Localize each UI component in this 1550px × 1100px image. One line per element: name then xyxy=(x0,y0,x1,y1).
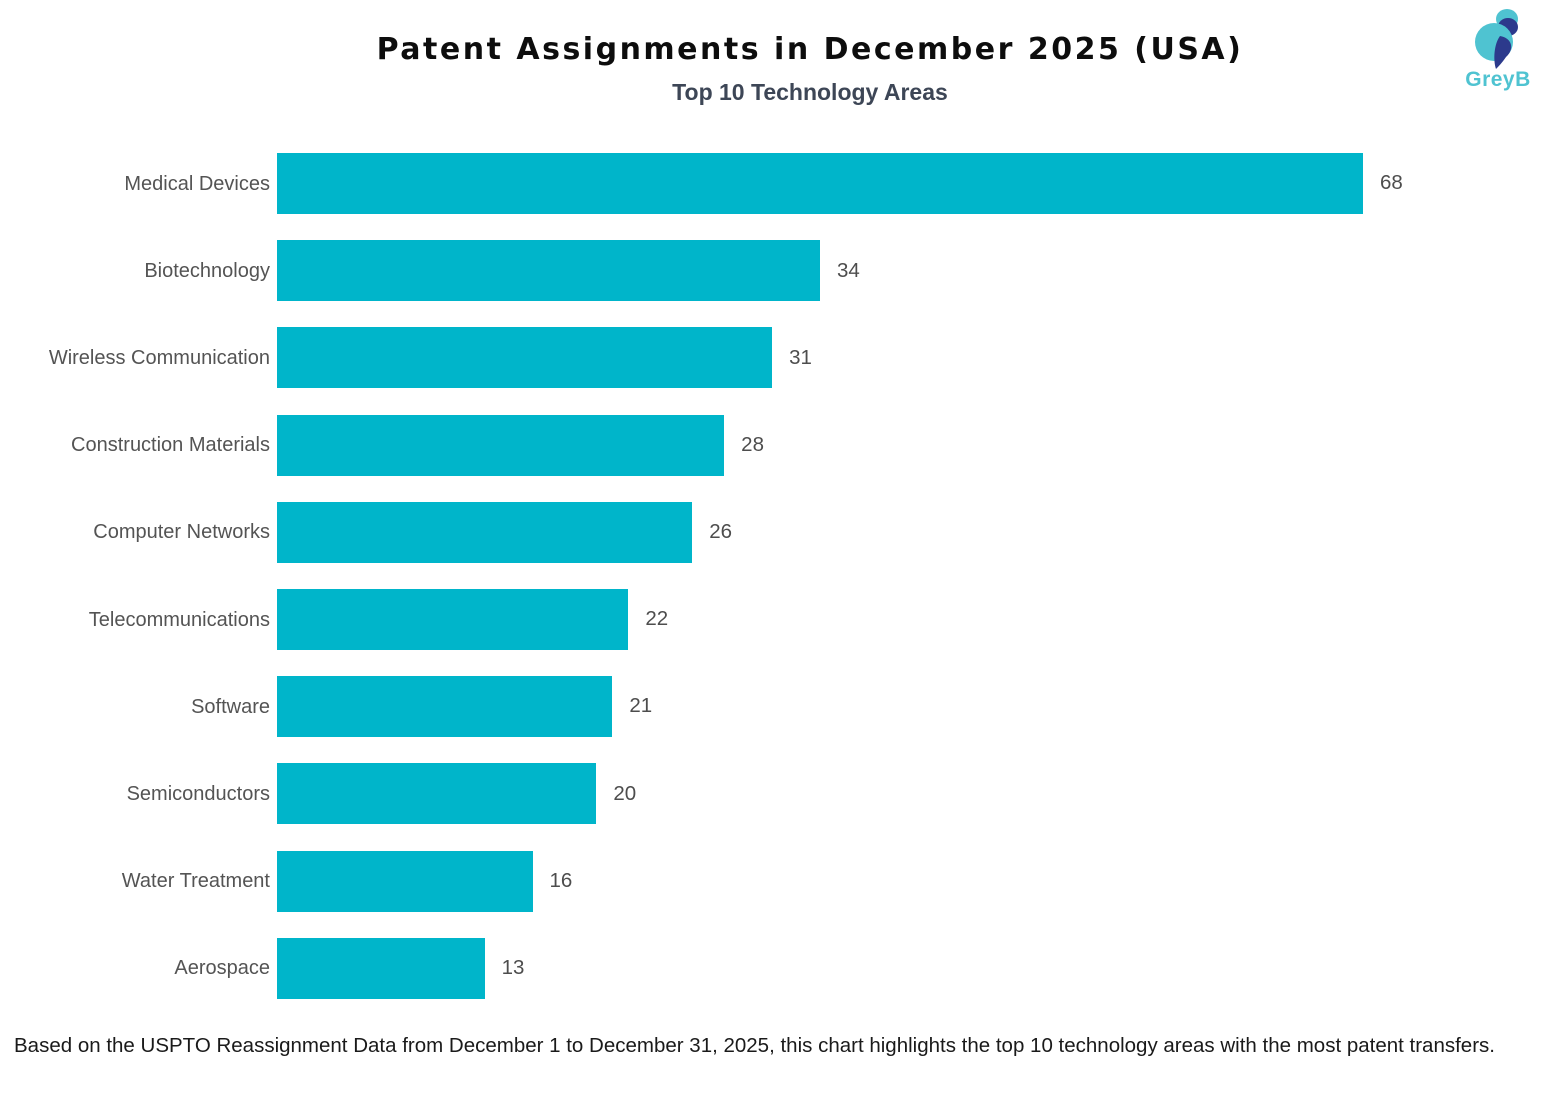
bar xyxy=(277,676,613,738)
bar xyxy=(277,414,725,476)
chart-row: Wireless Communication 31 xyxy=(0,314,1550,401)
category-label: Medical Devices xyxy=(124,172,270,195)
value-label: 21 xyxy=(629,694,653,718)
bar-track: 21 xyxy=(277,676,1550,738)
chart-row: Software 21 xyxy=(0,663,1550,750)
category-label: Semiconductors xyxy=(126,782,270,805)
bar-track: 20 xyxy=(277,763,1550,825)
bar-track: 31 xyxy=(277,327,1550,389)
chart-row: Construction Materials 28 xyxy=(0,402,1550,489)
bar xyxy=(277,937,485,999)
category-label: Telecommunications xyxy=(88,608,270,631)
bar xyxy=(277,240,820,302)
chart-row: Water Treatment 16 xyxy=(0,838,1550,925)
bar-track: 22 xyxy=(277,589,1550,651)
value-label: 34 xyxy=(837,258,860,282)
value-label: 16 xyxy=(549,868,573,892)
value-label: 22 xyxy=(645,607,669,631)
chart-row: Aerospace 13 xyxy=(0,925,1550,1012)
category-label: Software xyxy=(191,695,270,718)
category-label: Computer Networks xyxy=(93,521,270,544)
bar-chart: Medical Devices 68 Biotechnology 34 Wireless… xyxy=(0,140,1550,1012)
category-label: Biotechnology xyxy=(144,259,270,282)
bar xyxy=(277,850,533,912)
bar-track: 68 xyxy=(277,153,1550,215)
page-subtitle: Top 10 Technology Areas xyxy=(672,79,948,105)
bar xyxy=(277,763,597,825)
page-title: Patent Assignments in December 2025 (USA… xyxy=(376,32,1244,67)
chart-header: Patent Assignments in December 2025 (USA… xyxy=(70,0,1550,106)
category-label: Aerospace xyxy=(174,957,270,980)
value-label: 13 xyxy=(501,956,525,980)
value-label: 28 xyxy=(741,432,764,456)
bar-track: 16 xyxy=(277,850,1550,912)
footer-caption: Based on the USPTO Reassignment Data fro… xyxy=(14,1034,1495,1057)
bar-track: 28 xyxy=(277,414,1550,476)
greyb-logo-mark-icon xyxy=(1475,9,1518,69)
chart-row: Semiconductors 20 xyxy=(0,750,1550,837)
bar xyxy=(277,153,1363,215)
chart-row: Medical Devices 68 xyxy=(0,140,1550,227)
value-label: 26 xyxy=(709,520,733,544)
chart-row: Computer Networks 26 xyxy=(0,489,1550,576)
bar xyxy=(277,589,629,651)
bar-track: 13 xyxy=(277,937,1550,999)
bar xyxy=(277,327,773,389)
chart-row: Telecommunications 22 xyxy=(0,576,1550,663)
category-label: Construction Materials xyxy=(71,434,270,457)
chart-row: Biotechnology 34 xyxy=(0,227,1550,314)
value-label: 68 xyxy=(1380,171,1403,195)
value-label: 31 xyxy=(789,345,812,369)
category-label: Water Treatment xyxy=(121,870,270,893)
value-label: 20 xyxy=(613,781,637,805)
greyb-logo: GreyB xyxy=(1458,6,1538,92)
bar-track: 34 xyxy=(277,240,1550,302)
bar-track: 26 xyxy=(277,501,1550,563)
bar xyxy=(277,501,693,563)
category-label: Wireless Communication xyxy=(48,346,270,369)
greyb-brand-text: GreyB xyxy=(1465,68,1531,91)
